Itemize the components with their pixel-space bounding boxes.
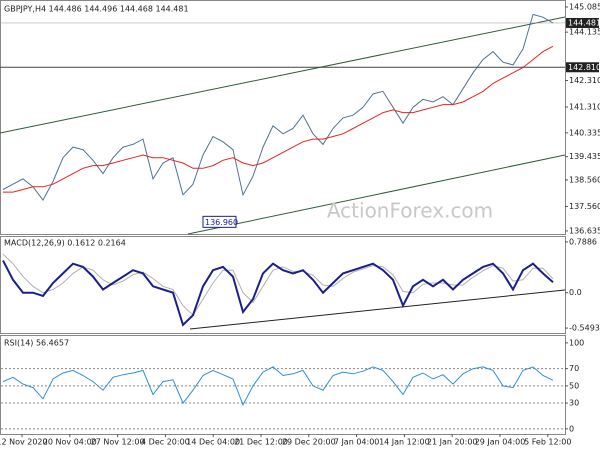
series-line bbox=[2, 253, 554, 316]
x-tick-label: 29 Dec 20:00 bbox=[282, 438, 336, 447]
level-label: 142.810 bbox=[568, 63, 600, 72]
macd-title: MACD(12,26,9) 0.1612 0.2164 bbox=[4, 239, 126, 248]
series-line bbox=[3, 45, 554, 193]
y-tick-label: 138.560 bbox=[569, 175, 600, 184]
x-tick-label: 7 Jan 04:00 bbox=[334, 438, 380, 447]
watermark: ActionForex.com bbox=[327, 199, 493, 223]
x-tick-label: 27 Nov 12:00 bbox=[91, 438, 145, 447]
y-tick-label: 144.135 bbox=[569, 28, 600, 37]
channel-lower bbox=[187, 154, 566, 235]
y-tick-label: 142.310 bbox=[569, 76, 600, 85]
low-label: 136.960 bbox=[205, 218, 238, 227]
y-tick-label: 140.335 bbox=[569, 128, 600, 137]
y-tick-label: 141.310 bbox=[569, 103, 600, 112]
price-label: 144.481 bbox=[568, 18, 600, 27]
y-tick-label: 100 bbox=[569, 338, 584, 347]
y-tick-label: 139.435 bbox=[569, 152, 600, 161]
series-line bbox=[2, 366, 554, 407]
y-tick-label: 0.0 bbox=[569, 288, 582, 297]
y-tick-label: 70 bbox=[569, 364, 579, 373]
macd-panel bbox=[0, 236, 566, 334]
price-panel bbox=[0, 0, 566, 235]
symbol-header: GBPJPY,H4 144.486 144.496 144.468 144.48… bbox=[4, 5, 189, 14]
x-tick-label: 14 Dec 04:00 bbox=[186, 438, 240, 447]
rsi-panel bbox=[0, 335, 566, 435]
series-line bbox=[2, 13, 554, 202]
x-tick-label: 14 Jan 12:00 bbox=[379, 438, 430, 447]
x-tick-label: 21 Dec 12:00 bbox=[234, 438, 288, 447]
y-tick-label: -0.5493 bbox=[569, 324, 600, 333]
y-tick-label: 0 bbox=[569, 424, 574, 433]
low-box bbox=[202, 215, 237, 228]
channel-upper bbox=[0, 16, 566, 134]
macd-trendline bbox=[189, 289, 566, 330]
y-tick-label: 50 bbox=[569, 381, 579, 390]
x-tick-label: 5 Feb 12:00 bbox=[524, 438, 571, 447]
price-box bbox=[566, 17, 599, 28]
y-tick-label: 30 bbox=[569, 399, 579, 408]
rsi-title: RSI(14) 56.4657 bbox=[4, 339, 69, 348]
x-tick-label: 21 Jan 20:00 bbox=[427, 438, 478, 447]
x-tick-label: 12 Nov 2020 bbox=[0, 438, 48, 447]
y-tick-label: 136.635 bbox=[569, 226, 600, 235]
y-tick-label: 137.560 bbox=[569, 202, 600, 211]
y-tick-label: 0.7886 bbox=[569, 237, 597, 246]
y-tick-label: 145.085 bbox=[569, 2, 600, 11]
series-line bbox=[2, 260, 554, 327]
x-tick-label: 29 Jan 04:00 bbox=[475, 438, 526, 447]
x-tick-label: 4 Dec 20:00 bbox=[141, 438, 190, 447]
level-box bbox=[566, 62, 599, 73]
x-tick-label: 20 Nov 04:00 bbox=[43, 438, 97, 447]
